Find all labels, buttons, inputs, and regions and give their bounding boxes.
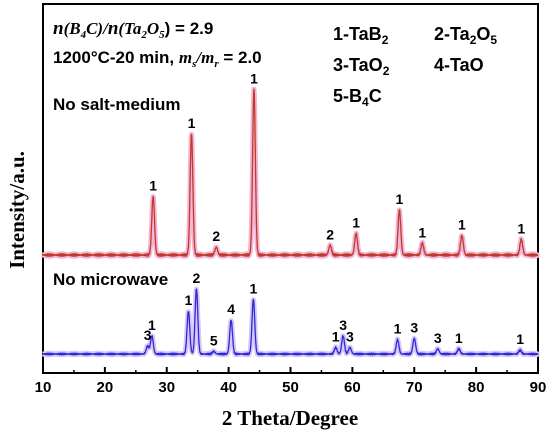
peak-label-1-14: 1 <box>516 331 524 347</box>
series-line-0 <box>42 88 539 258</box>
series-shadow-1 <box>40 286 541 358</box>
series-label-no-microwave: No microwave <box>53 270 168 289</box>
peak-label-1-0: 3 <box>144 327 152 343</box>
x-tick-label-10: 10 <box>35 379 52 396</box>
peak-label-1-5: 4 <box>227 301 235 317</box>
peak-label-1-7: 1 <box>332 329 340 345</box>
x-tick-label-40: 40 <box>220 379 237 396</box>
x-axis-ticks: 10 20 30 40 50 60 70 80 90 <box>35 367 547 396</box>
x-axis-label: 2 Theta/Degree <box>222 406 358 430</box>
peak-label-1-10: 1 <box>394 321 402 337</box>
peak-label-0-4: 2 <box>326 226 334 242</box>
condition-line-2: 1200°C-20 min, ms/mr = 2.0 <box>53 48 262 70</box>
peak-label-1-4: 5 <box>210 332 218 348</box>
x-tick-label-90: 90 <box>530 379 547 396</box>
x-tick-label-50: 50 <box>282 379 299 396</box>
peak-label-1-2: 1 <box>185 292 193 308</box>
peak-label-1-11: 3 <box>410 319 418 335</box>
peak-label-0-0: 1 <box>149 178 157 194</box>
series-line-1 <box>42 288 539 356</box>
peak-label-0-5: 1 <box>352 215 360 231</box>
peak-label-1-8: 3 <box>339 317 347 333</box>
legend-tao2: 3-TaO2 <box>333 55 390 78</box>
legend-ta2o5: 2-Ta2O5 <box>434 24 497 47</box>
legend-b4c: 5-B4C <box>333 86 382 109</box>
legend-tao: 4-TaO <box>434 55 484 75</box>
peak-label-0-6: 1 <box>396 191 404 207</box>
peak-label-1-12: 3 <box>434 330 442 346</box>
x-tick-label-20: 20 <box>97 379 114 396</box>
x-tick-label-60: 60 <box>344 379 361 396</box>
x-tick-label-30: 30 <box>158 379 175 396</box>
peak-label-0-8: 1 <box>458 217 466 233</box>
peak-label-0-2: 2 <box>212 228 220 244</box>
peak-label-1-9: 3 <box>346 329 354 345</box>
series-label-no-salt-medium: No salt-medium <box>53 95 181 114</box>
legend-tab2: 1-TaB2 <box>333 24 389 47</box>
peak-label-1-1: 1 <box>148 317 156 333</box>
peak-label-1-13: 1 <box>455 330 463 346</box>
peak-label-1-6: 1 <box>250 280 258 296</box>
y-axis-label: Intensity/a.u. <box>5 151 29 269</box>
series-curves <box>40 86 541 358</box>
peak-label-0-3: 1 <box>250 70 258 86</box>
x-tick-label-70: 70 <box>406 379 423 396</box>
peak-label-0-7: 1 <box>418 224 426 240</box>
x-tick-label-80: 80 <box>468 379 485 396</box>
peak-label-1-3: 2 <box>193 270 201 286</box>
condition-line-1: n(B4C)/n(Ta2O5) = 2.9 <box>53 18 213 41</box>
peak-label-0-1: 1 <box>188 115 196 131</box>
peak-label-0-9: 1 <box>517 220 525 236</box>
